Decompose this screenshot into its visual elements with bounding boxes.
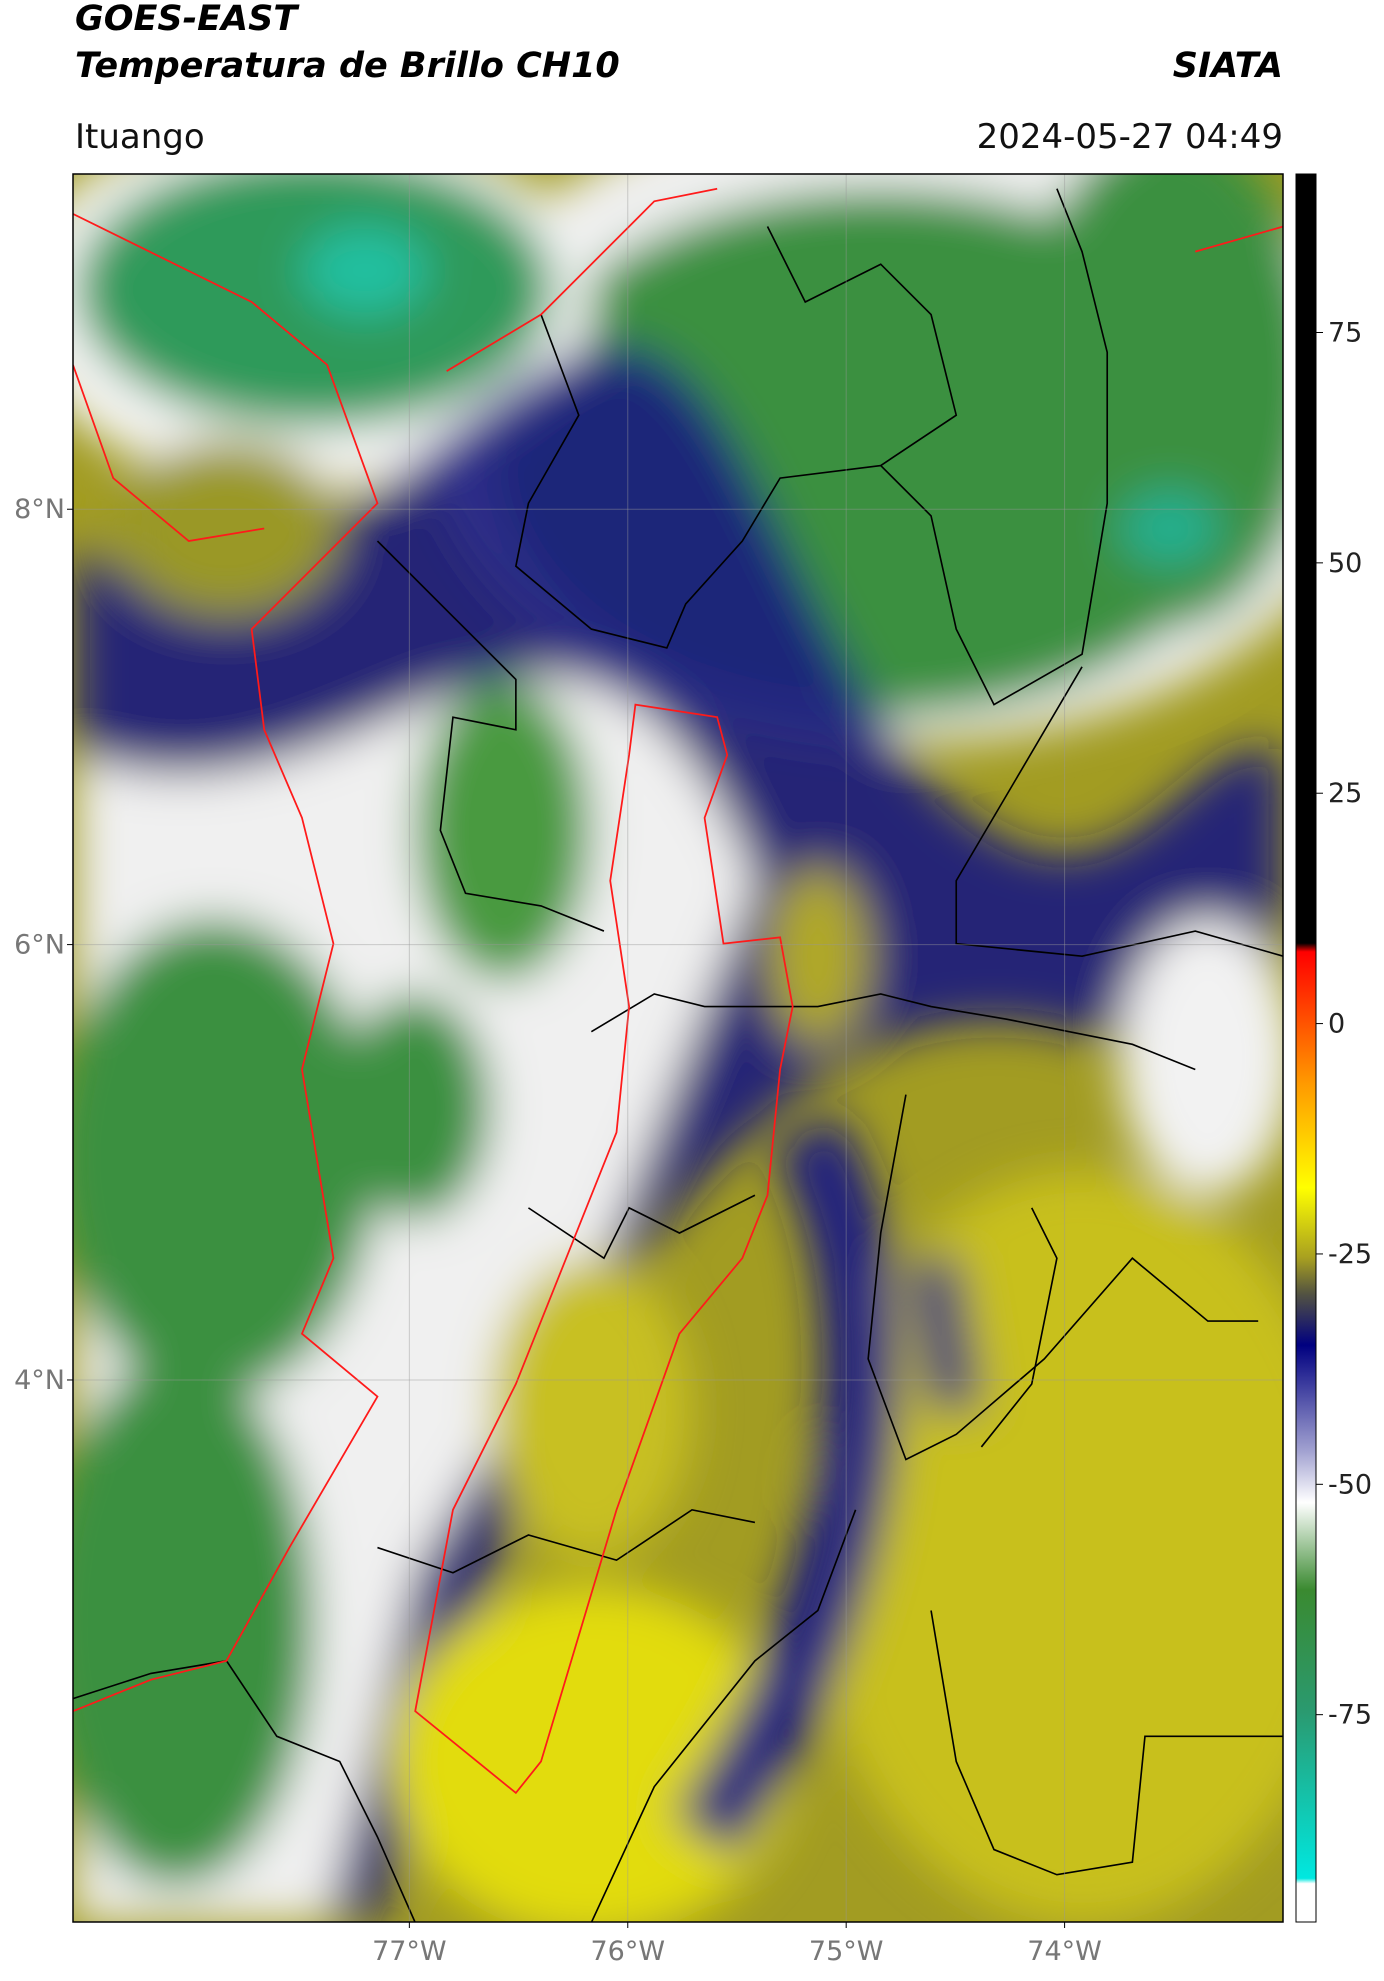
source: SIATA (1173, 46, 1283, 86)
satellite-image (73, 174, 1283, 1922)
graticule (73, 174, 1283, 1922)
colorbar-tick-label: 75 (1328, 317, 1362, 348)
map-frame (72, 173, 1284, 1923)
colorbar-tick-label: -75 (1328, 1700, 1372, 1731)
lon-tick-label: 76°W (590, 1936, 665, 1967)
colorbar-tick-label: 25 (1328, 778, 1362, 809)
colorbar (1295, 173, 1317, 1923)
colorbar-tick-label: 0 (1328, 1009, 1345, 1040)
lon-tick-label: 77°W (372, 1936, 447, 1967)
colorbar-tick-label: -50 (1328, 1469, 1372, 1500)
title: GOES-EAST (75, 0, 300, 39)
lat-tick-label: 4°N (14, 1365, 65, 1396)
lat-tick-label: 6°N (14, 930, 65, 961)
timestamp: 2024-05-27 04:49 (977, 117, 1283, 157)
colorbar-tick-label: -25 (1328, 1239, 1372, 1270)
region: Ituango (75, 117, 205, 157)
lon-tick-label: 74°W (1027, 1936, 1102, 1967)
lon-tick-label: 75°W (809, 1936, 884, 1967)
lat-tick-label: 8°N (14, 494, 65, 525)
title: Temperatura de Brillo CH10 (75, 46, 620, 86)
colorbar-tick-label: 50 (1328, 548, 1362, 579)
